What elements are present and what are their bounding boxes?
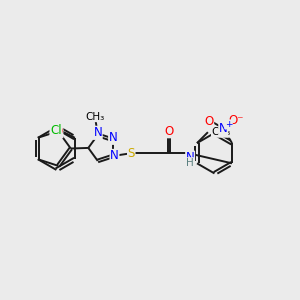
Text: CH₃: CH₃ [86, 112, 105, 122]
Text: CH₃: CH₃ [212, 127, 231, 137]
Text: O: O [204, 115, 214, 128]
Text: O⁻: O⁻ [228, 114, 244, 127]
Text: N: N [219, 122, 228, 135]
Text: O: O [54, 125, 63, 138]
Text: +: + [225, 120, 232, 129]
Text: S: S [128, 147, 135, 160]
Text: O: O [164, 125, 174, 138]
Text: N: N [93, 126, 102, 139]
Text: N: N [110, 149, 119, 163]
Text: N: N [109, 131, 117, 144]
Text: Cl: Cl [50, 124, 61, 137]
Text: N: N [186, 151, 194, 164]
Text: H: H [186, 158, 194, 168]
